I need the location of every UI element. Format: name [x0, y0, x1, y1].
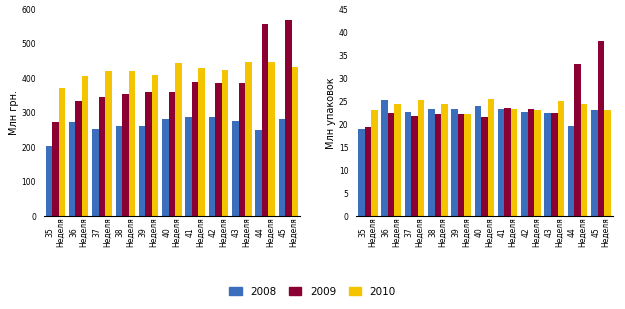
Bar	[558, 101, 564, 216]
Bar	[474, 106, 481, 216]
Bar	[604, 111, 611, 216]
Bar	[175, 63, 182, 216]
Bar	[146, 92, 152, 216]
Bar	[162, 119, 169, 216]
Bar	[481, 117, 488, 216]
Bar	[591, 111, 598, 216]
Bar	[262, 24, 268, 216]
Bar	[186, 117, 192, 216]
Bar	[434, 114, 441, 216]
Bar	[544, 113, 551, 216]
Bar	[504, 108, 511, 216]
Bar	[99, 97, 105, 216]
Bar	[574, 65, 581, 216]
Bar	[534, 110, 541, 216]
Y-axis label: Млн грн.: Млн грн.	[9, 90, 19, 135]
Bar	[364, 127, 371, 216]
Bar	[371, 111, 378, 216]
Bar	[129, 71, 135, 216]
Bar	[239, 83, 245, 216]
Bar	[292, 67, 298, 216]
Bar	[76, 101, 82, 216]
Bar	[268, 62, 275, 216]
Bar	[279, 119, 285, 216]
Bar	[116, 125, 122, 216]
Bar	[451, 109, 458, 216]
Bar	[215, 83, 222, 216]
Bar	[285, 19, 292, 216]
Bar	[82, 75, 89, 216]
Y-axis label: Млн упаковок: Млн упаковок	[326, 77, 336, 149]
Bar	[198, 68, 205, 216]
Bar	[105, 71, 112, 216]
Bar	[209, 117, 215, 216]
Bar	[245, 62, 251, 216]
Bar	[192, 83, 198, 216]
Bar	[458, 114, 464, 216]
Bar	[122, 94, 129, 216]
Bar	[358, 129, 364, 216]
Bar	[52, 122, 59, 216]
Bar	[69, 122, 76, 216]
Bar	[169, 92, 175, 216]
Bar	[411, 116, 418, 216]
Bar	[222, 70, 228, 216]
Bar	[568, 126, 574, 216]
Bar	[46, 146, 52, 216]
Bar	[405, 112, 411, 216]
Bar	[488, 99, 494, 216]
Bar	[418, 100, 424, 216]
Bar	[152, 75, 158, 216]
Bar	[521, 112, 528, 216]
Bar	[428, 109, 434, 216]
Bar	[381, 100, 388, 216]
Bar	[388, 113, 394, 216]
Bar	[551, 113, 558, 216]
Bar	[441, 104, 448, 216]
Bar	[232, 121, 239, 216]
Bar	[255, 130, 262, 216]
Bar	[464, 114, 471, 216]
Bar	[394, 104, 401, 216]
Bar	[139, 125, 146, 216]
Bar	[528, 109, 534, 216]
Bar	[498, 109, 504, 216]
Bar	[92, 129, 99, 216]
Bar	[581, 104, 587, 216]
Bar	[511, 109, 518, 216]
Bar	[59, 87, 65, 216]
Bar	[598, 40, 604, 216]
Legend: 2008, 2009, 2010: 2008, 2009, 2010	[225, 282, 400, 301]
